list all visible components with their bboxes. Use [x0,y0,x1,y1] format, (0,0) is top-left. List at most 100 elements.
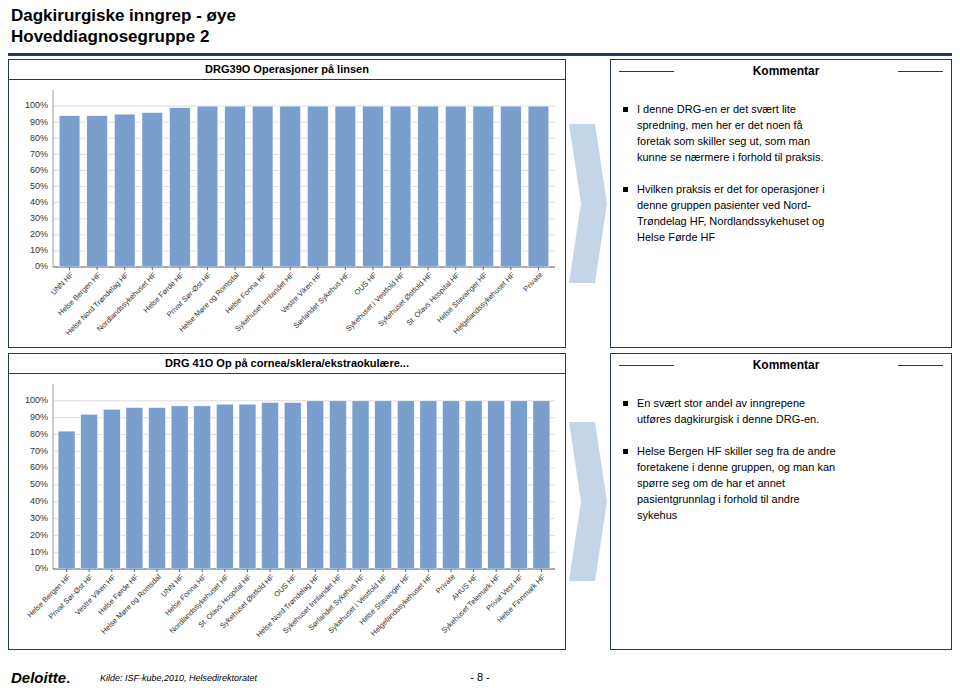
arrow-shape [569,124,607,283]
bar [239,404,256,569]
x-tick-label: Sørlandet Sykehus HF [291,270,351,330]
x-tick [270,569,271,572]
arrow [569,422,607,581]
x-tick [207,267,208,270]
bar [501,106,522,267]
x-tick [360,569,361,572]
grid [53,401,555,569]
bar [510,401,527,569]
bar [197,106,218,267]
x-tick [496,569,497,572]
x-tick [317,267,318,270]
bar [397,401,414,569]
x-tick [538,267,539,270]
bar [171,406,188,569]
x-axis: UNN HFHelse Bergen HFHelse Nord Trøndela… [49,267,544,337]
x-tick [292,569,293,572]
comment-title: Kommentar [674,358,898,372]
x-tick [428,267,429,270]
x-tick [69,267,70,270]
arrow-shape [569,422,607,581]
x-tick [235,267,236,270]
y-axis-line [53,384,54,569]
x-tick [428,569,429,572]
chart-title: DRG39O Operasjoner på linsen [9,60,565,80]
chart-box: DRG39O Operasjoner på linsen0%10%20%30%4… [8,59,566,348]
x-tick [262,267,263,270]
y-axis-line [53,90,54,267]
y-tick-label: 70% [30,149,48,159]
comment-list: En svært stor andel av inngrepene utføre… [611,372,951,524]
y-tick-label: 20% [30,530,48,540]
y-tick-label: 80% [30,429,48,439]
comment-text: En svært stor andel av inngrepene utføre… [637,396,819,428]
bar [375,401,392,569]
x-tick [97,267,98,270]
bullet-marker [623,107,628,112]
x-tick [89,569,90,572]
x-tick [483,267,484,270]
y-tick-label: 30% [30,513,48,523]
bar [59,116,80,267]
comment-header-line [898,71,943,72]
y-axis: 0%10%20%30%40%50%60%70%80%90%100% [25,100,48,271]
bar [363,106,384,267]
y-tick-label: 60% [30,462,48,472]
chart: 0%10%20%30%40%50%60%70%80%90%100%UNN HFH… [9,80,565,347]
logo-dot: . [66,669,70,686]
y-tick-label: 90% [30,412,48,422]
arrow [569,124,607,283]
bar [352,401,369,569]
grid [53,106,555,267]
x-tick [179,267,180,270]
bar [445,106,466,267]
x-tick-label: Helse Stavanger HF [435,270,489,324]
bullet-marker [623,401,628,406]
bar [126,408,143,569]
y-tick-label: 20% [30,229,48,239]
bars [59,106,549,267]
y-tick-label: 70% [30,446,48,456]
y-tick-label: 50% [30,479,48,489]
bar [284,403,301,570]
comment-header-line [898,365,943,366]
x-tick [345,267,346,270]
x-tick-label: Privat Sør-Øst HF [165,270,214,319]
x-tick-label: OUS HF [352,270,379,297]
comment-bullet: Hvilken praksis er det for operasjoner i… [623,182,941,246]
comment-bullet: I denne DRG-en er det svært lite spredni… [623,102,941,166]
y-tick-label: 60% [30,165,48,175]
bar [528,106,549,267]
header-rule [8,53,952,56]
bar [443,401,460,569]
y-tick-label: 80% [30,133,48,143]
bar [216,404,233,569]
x-tick [152,267,153,270]
y-tick-label: 10% [30,245,48,255]
comment-header: Kommentar [611,358,951,372]
bar [280,106,301,267]
bar [103,409,120,569]
bar [170,108,191,267]
bar [87,116,108,267]
x-tick [405,569,406,572]
x-tick-label: Helgelandssykehuset HF [369,572,435,638]
source-note: Kilde: ISF-kube,2010, Helsedirektoratet [100,673,257,683]
x-tick-label: Private [521,270,544,293]
x-tick [315,569,316,572]
y-tick-label: 0% [35,261,48,271]
bar [465,401,482,569]
x-tick [224,569,225,572]
bar [262,403,279,570]
x-tick [450,569,451,572]
bars [58,401,550,569]
bar [252,106,273,267]
x-tick [510,267,511,270]
x-tick [111,569,112,572]
x-tick [541,569,542,572]
comment-bullet: En svært stor andel av inngrepene utføre… [623,396,941,428]
x-tick [372,267,373,270]
x-tick [337,569,338,572]
chart-box: DRG 41O Op på cornea/sklera/ekstraokulær… [8,353,566,650]
bar [149,408,166,569]
